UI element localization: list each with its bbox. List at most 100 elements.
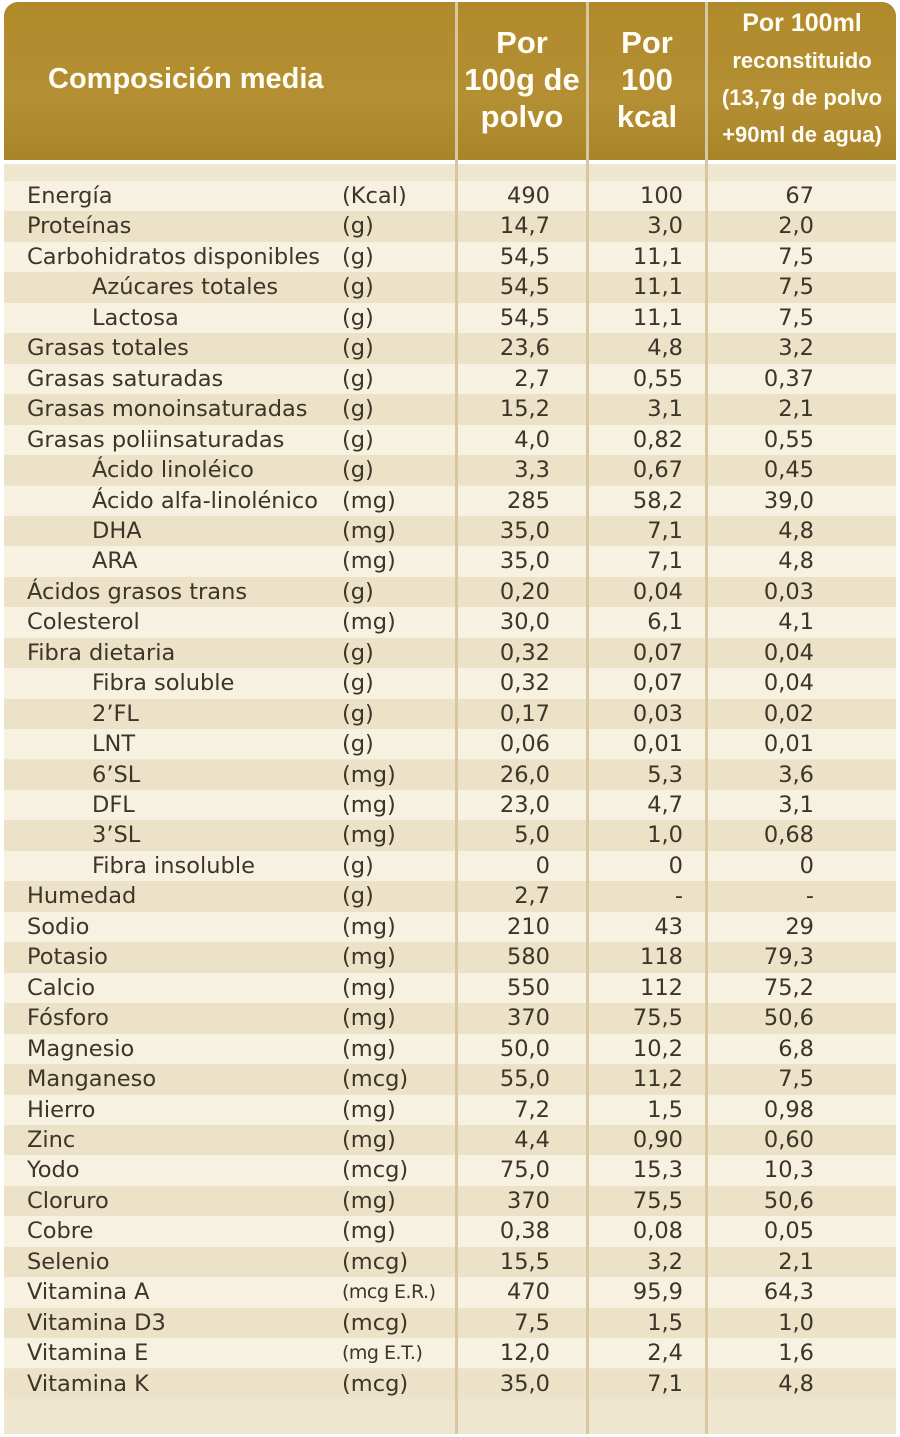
value-per-100ml: 7,5 — [778, 304, 814, 331]
value-per-100ml: 3,2 — [778, 335, 814, 362]
value-per-100ml: 10,3 — [763, 1157, 814, 1184]
nutrient-unit: (g) — [342, 457, 374, 484]
value-per-100ml: 2,1 — [778, 396, 814, 423]
value-per-100ml: 75,2 — [763, 974, 814, 1001]
table-row: Yodo (mcg) 75,0 15,3 10,3 — [4, 1155, 896, 1186]
table-header — [4, 2, 896, 160]
value-per-100ml: 50,6 — [763, 1187, 814, 1214]
nutrient-label: Fósforo — [27, 1005, 109, 1032]
nutrient-unit: (mcg E.R.) — [342, 1281, 436, 1304]
table-row: Cloruro (mg) 370 75,5 50,6 — [4, 1185, 896, 1217]
header-col-per-100g-line: 100g de — [464, 61, 580, 97]
table-row: Cobre (mg) 0,38 0,08 0,05 — [4, 1216, 896, 1247]
table-row: Humedad (g) 2,7 - - — [4, 881, 896, 912]
nutrient-label: Azúcares totales — [92, 274, 279, 301]
header-title: Composición media — [48, 62, 324, 95]
value-per-100ml: 0,01 — [763, 731, 814, 758]
nutrient-unit: (mcg) — [342, 1066, 409, 1093]
value-per-100kcal: 6,1 — [647, 609, 683, 636]
table-row: Proteínas (g) 14,7 3,0 2,0 — [4, 211, 896, 242]
nutrient-unit: (mg) — [342, 792, 396, 818]
value-per-100kcal: 7,1 — [647, 548, 683, 575]
value-per-100g: 3,3 — [514, 457, 550, 484]
nutrient-label: Sodio — [27, 913, 90, 940]
value-per-100kcal: 0,07 — [632, 670, 683, 697]
value-per-100kcal: 3,1 — [647, 396, 683, 423]
nutrient-unit: (mcg) — [342, 1157, 409, 1184]
value-per-100ml: 0,04 — [763, 639, 814, 666]
table-row: Carbohidratos disponibles (g) 54,5 11,1 7,5 — [4, 241, 896, 273]
value-per-100g: 23,6 — [499, 335, 550, 362]
value-per-100ml: 29 — [785, 913, 814, 940]
nutrient-label: Potasio — [27, 944, 108, 971]
value-per-100ml: 4,8 — [778, 548, 814, 575]
value-per-100g: 370 — [507, 1187, 550, 1214]
nutrient-unit: (mcg) — [342, 1248, 409, 1275]
nutrient-label: Vitamina A — [27, 1279, 150, 1306]
value-per-100kcal: 11,1 — [632, 243, 683, 270]
table-row: Grasas totales (g) 23,6 4,8 3,2 — [4, 333, 896, 364]
header-col-per-100ml: Por 100ml reconstituido (13,7g de polvo … — [708, 0, 896, 158]
value-per-100kcal: 75,5 — [632, 1005, 683, 1032]
nutrient-label: Vitamina E — [27, 1340, 149, 1367]
nutrient-unit: (g) — [342, 852, 374, 879]
value-per-100kcal: 4,8 — [647, 335, 683, 362]
nutrient-unit: (mg) — [342, 517, 396, 544]
table-row: Vitamina E (mg E.T.) 12,0 2,4 1,6 — [4, 1338, 896, 1369]
nutrient-label: DFL — [92, 792, 135, 818]
value-per-100g: 0 — [535, 852, 550, 879]
nutrient-unit: (mg) — [342, 548, 396, 575]
table-row: Vitamina A (mcg E.R.) 470 95,9 64,3 — [4, 1277, 896, 1308]
nutrient-unit: (mg) — [342, 609, 396, 636]
nutrient-label: Lactosa — [92, 304, 179, 331]
value-per-100g: 550 — [507, 974, 550, 1001]
nutrient-label: Grasas totales — [27, 335, 189, 362]
value-per-100ml: 4,8 — [778, 1370, 814, 1397]
value-per-100g: 5,0 — [514, 822, 550, 849]
nutrient-unit: (g) — [342, 731, 374, 758]
value-per-100ml: 39,0 — [763, 487, 814, 514]
nutrient-label: Carbohidratos disponibles — [27, 243, 321, 270]
value-per-100g: 4,4 — [514, 1126, 550, 1153]
value-per-100g: 15,2 — [499, 396, 550, 423]
nutrient-unit: (g) — [342, 700, 374, 727]
value-per-100kcal: 0,82 — [632, 426, 683, 453]
nutrient-unit: (mg) — [342, 913, 396, 940]
value-per-100g: 54,5 — [499, 243, 550, 270]
nutrient-unit: (g) — [342, 883, 374, 910]
nutrient-label: Vitamina D3 — [27, 1309, 166, 1336]
value-per-100kcal: 3,2 — [647, 1248, 683, 1275]
value-per-100ml: 64,3 — [763, 1279, 814, 1306]
table-row: 6’SL (mg) 26,0 5,3 3,6 — [4, 759, 896, 790]
value-per-100g: 580 — [507, 944, 550, 971]
value-per-100kcal: 15,3 — [632, 1157, 683, 1184]
value-per-100kcal: 95,9 — [632, 1279, 683, 1306]
value-per-100kcal: 2,4 — [647, 1340, 683, 1367]
header-col-per-100ml-line: (13,7g de polvo — [721, 85, 883, 110]
value-per-100ml: 2,0 — [778, 213, 814, 240]
nutrient-unit: (mcg) — [342, 1370, 409, 1397]
value-per-100kcal: 118 — [640, 944, 683, 971]
nutrient-label: Zinc — [27, 1126, 76, 1153]
nutrient-label: Fibra insoluble — [92, 852, 255, 879]
value-per-100kcal: 75,5 — [632, 1187, 683, 1214]
table-row: Fósforo (mg) 370 75,5 50,6 — [4, 1003, 896, 1034]
nutrient-label: Colesterol — [27, 609, 140, 636]
value-per-100ml: 1,6 — [778, 1340, 814, 1367]
nutrient-unit: (mg E.T.) — [342, 1342, 423, 1365]
nutrient-label: Yodo — [27, 1157, 80, 1184]
nutrient-label: Fibra dietaria — [27, 639, 176, 666]
table-row: Grasas poliinsaturadas (g) 4,0 0,82 0,55 — [4, 424, 896, 455]
value-per-100g: 210 — [507, 913, 550, 940]
value-per-100g: 4,0 — [514, 426, 550, 453]
nutrient-unit: (mg) — [342, 974, 396, 1001]
nutrient-unit: (g) — [342, 213, 374, 240]
value-per-100ml: 79,3 — [763, 944, 814, 971]
value-per-100g: 15,5 — [499, 1248, 550, 1275]
table-row: Vitamina K (mcg) 35,0 7,1 4,8 — [4, 1368, 896, 1399]
value-per-100kcal: 112 — [640, 974, 683, 1001]
nutrient-unit: (mg) — [342, 1035, 396, 1062]
value-per-100kcal: 58,2 — [632, 487, 683, 514]
value-per-100kcal: 4,7 — [647, 792, 683, 818]
value-per-100g: 0,32 — [499, 639, 550, 666]
